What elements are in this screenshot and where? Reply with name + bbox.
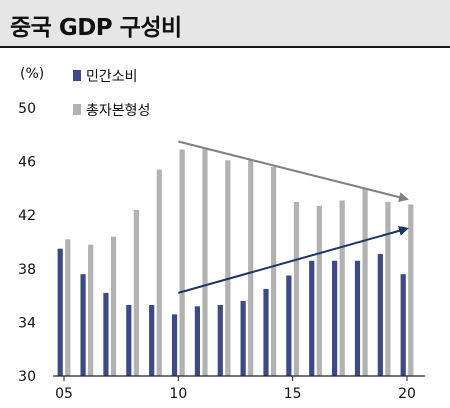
y-axis-ticks: 30 34 38 42 46 50 xyxy=(18,101,36,385)
bar-consumption xyxy=(126,304,132,376)
bar-consumption xyxy=(217,304,223,376)
x-tick-label: 05 xyxy=(55,386,73,402)
bar-investment xyxy=(133,209,139,376)
chart-title: 중국 GDP 구성비 xyxy=(10,15,182,41)
y-tick-label: 34 xyxy=(18,315,36,331)
bar-consumption xyxy=(103,292,109,376)
x-tick-label: 10 xyxy=(169,386,187,402)
bar-investment xyxy=(408,204,414,376)
y-unit-label: (%) xyxy=(20,66,44,82)
bar-consumption xyxy=(377,254,383,376)
legend-swatch-consumption xyxy=(73,70,81,81)
bar-consumption xyxy=(354,260,361,376)
y-tick-label: 38 xyxy=(18,262,36,278)
legend-label-consumption: 민간소비 xyxy=(86,69,138,85)
bar-investment xyxy=(156,169,162,376)
bar-investment xyxy=(65,239,71,376)
bar-consumption xyxy=(309,260,315,376)
x-axis-ticks: 05 10 15 20 xyxy=(55,376,416,402)
bar-consumption xyxy=(194,306,200,376)
y-tick-label: 30 xyxy=(18,369,36,385)
bars xyxy=(57,148,414,376)
bar-consumption xyxy=(171,314,178,376)
legend-swatch-investment xyxy=(73,104,81,115)
bar-investment xyxy=(110,236,117,376)
bar-consumption xyxy=(286,275,292,376)
title-bar: 중국 GDP 구성비 xyxy=(0,0,450,46)
bar-investment xyxy=(248,160,254,376)
x-tick-label: 15 xyxy=(284,386,302,402)
bar-consumption xyxy=(80,274,86,376)
investment-down-trend-arrow xyxy=(178,140,409,202)
title-underline xyxy=(0,46,450,48)
bar-consumption xyxy=(240,300,246,376)
bar-investment xyxy=(362,188,368,376)
bar-investment xyxy=(339,200,345,376)
bar-investment xyxy=(271,166,277,376)
bar-consumption xyxy=(400,274,406,376)
bar-investment xyxy=(293,201,300,376)
trend-arrows xyxy=(178,140,409,294)
x-tick-label: 20 xyxy=(398,386,416,402)
bar-consumption xyxy=(57,248,63,376)
legend-label-investment: 총자본형성 xyxy=(86,103,150,119)
y-tick-label: 50 xyxy=(18,101,36,117)
bar-investment xyxy=(225,160,231,376)
legend: 민간소비 총자본형성 xyxy=(73,69,150,119)
bar-investment xyxy=(88,244,94,376)
bar-investment xyxy=(385,201,391,376)
bar-consumption xyxy=(263,288,269,376)
y-tick-label: 46 xyxy=(18,155,36,171)
bar-investment xyxy=(179,149,185,376)
bar-investment xyxy=(202,148,208,376)
y-tick-label: 42 xyxy=(18,208,36,224)
bar-investment xyxy=(316,205,322,376)
bar-consumption xyxy=(332,260,338,376)
consumption-up-trend-arrow xyxy=(178,225,409,294)
bar-consumption xyxy=(149,304,155,376)
